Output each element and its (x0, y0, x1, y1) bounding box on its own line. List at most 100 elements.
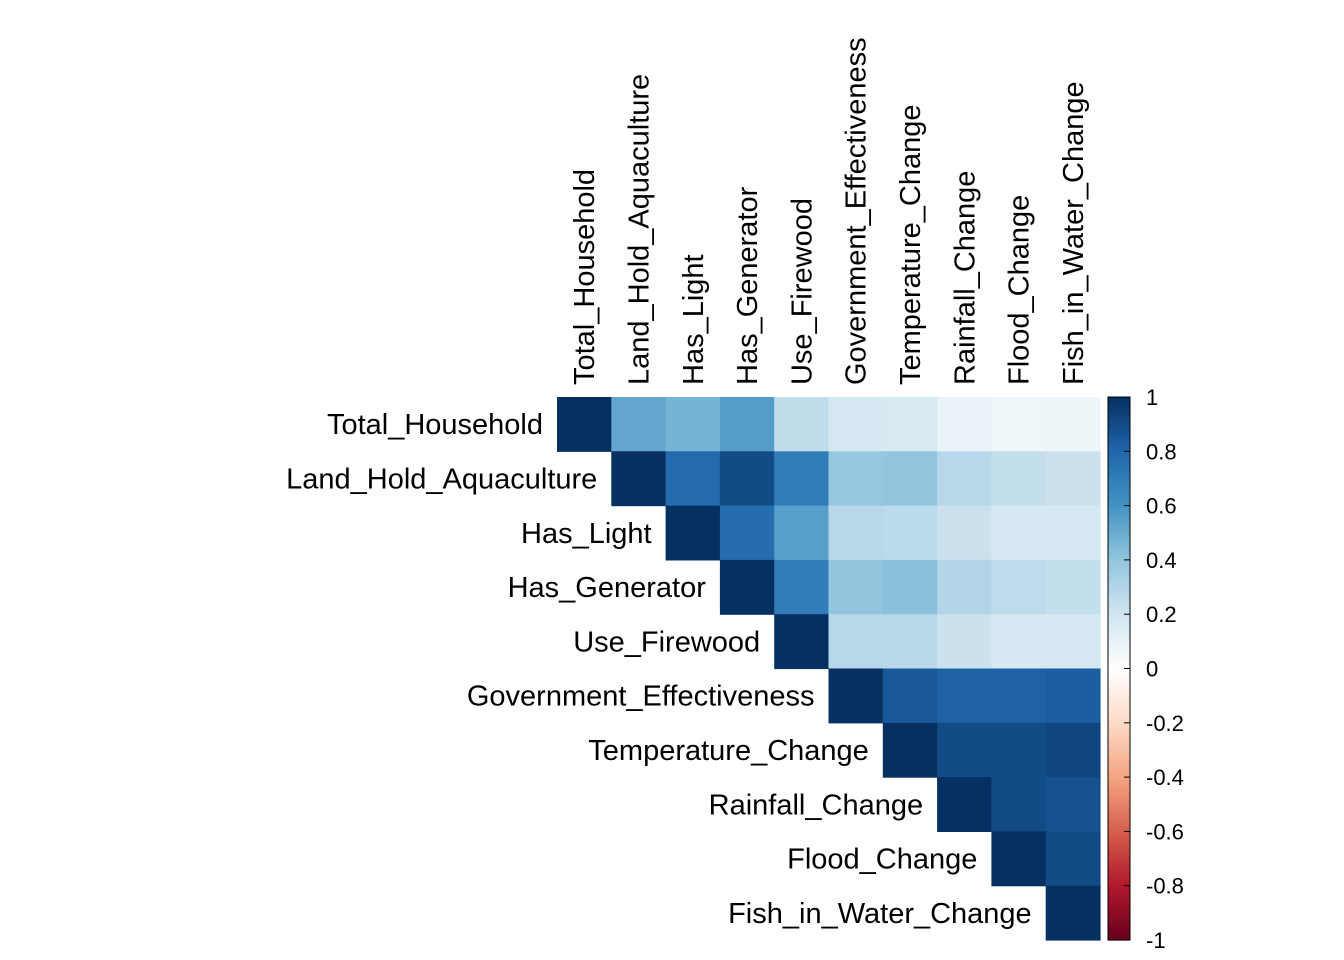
heatmap-cell (774, 614, 830, 670)
colorbar-segment (1108, 728, 1130, 732)
row-label: Government_Effectiveness (467, 681, 815, 713)
row-label: Land_Hold_Aquaculture (286, 463, 597, 495)
colorbar-segment (1108, 676, 1130, 680)
colorbar-segment (1108, 573, 1130, 577)
colorbar-segment (1108, 511, 1130, 515)
colorbar-segment (1108, 540, 1130, 545)
colorbar-segment (1108, 847, 1130, 851)
colorbar-segment (1108, 549, 1130, 553)
colorbar-segment (1108, 445, 1130, 450)
heatmap-cell (882, 505, 938, 561)
colorbar-segment (1108, 508, 1130, 512)
colorbar-segment (1108, 478, 1130, 482)
colorbar-tick-label: 0.2 (1146, 602, 1177, 627)
heatmap-cell (1045, 559, 1101, 615)
heatmap-cell (774, 397, 830, 452)
heatmap-cell (991, 722, 1047, 778)
colorbar-segment (1108, 413, 1130, 417)
colorbar: 1 0.8 0.6 0.4 0.2 0 -0.2 -0.4 -0.6 -0.8 -1 (1107, 385, 1184, 953)
heatmap-cell (611, 397, 667, 452)
colorbar-segment (1108, 443, 1130, 447)
colorbar-tick-label: -0.6 (1146, 819, 1184, 844)
colorbar-segment (1108, 739, 1130, 743)
colorbar-segment (1108, 880, 1130, 884)
heatmap-cell (719, 559, 775, 615)
colorbar-segment (1108, 842, 1130, 846)
colorbar-segment (1108, 600, 1130, 604)
colorbar-segment (1108, 527, 1130, 531)
column-label: Use_Firewood (786, 198, 818, 385)
colorbar-segment (1108, 633, 1130, 637)
colorbar-segment (1108, 910, 1130, 914)
colorbar-segment (1108, 410, 1130, 414)
heatmap-cell (991, 505, 1047, 561)
colorbar-segment (1108, 597, 1130, 602)
colorbar-segment (1108, 785, 1130, 789)
heatmap-cell (1045, 777, 1101, 832)
colorbar-segment (1108, 744, 1130, 748)
colorbar-segment (1108, 584, 1130, 588)
colorbar-segment (1108, 711, 1130, 716)
colorbar-segment (1108, 904, 1130, 909)
heatmap-cell (882, 559, 938, 615)
heatmap-cell (719, 451, 775, 507)
heatmap-cell (1045, 722, 1101, 778)
heatmap-cell (937, 559, 992, 615)
colorbar-segment (1108, 625, 1130, 629)
colorbar-segment (1108, 608, 1130, 613)
heatmap-cell (991, 831, 1047, 887)
colorbar-segment (1108, 500, 1130, 504)
colorbar-segment (1108, 703, 1130, 708)
colorbar-segment (1108, 578, 1130, 583)
colorbar-tick-label: -0.8 (1146, 874, 1184, 899)
colorbar-segment (1108, 858, 1130, 862)
colorbar-segment (1108, 492, 1130, 496)
colorbar-segment (1108, 532, 1130, 537)
colorbar-segment (1108, 872, 1130, 876)
colorbar-segment (1108, 654, 1130, 659)
colorbar-segment (1108, 483, 1130, 488)
colorbar-segment (1108, 793, 1130, 797)
colorbar-segment (1108, 863, 1130, 868)
colorbar-segment (1108, 535, 1130, 539)
colorbar-segment (1108, 454, 1130, 458)
colorbar-segment (1108, 899, 1130, 903)
colorbar-segment (1108, 882, 1130, 887)
heatmap-cell (991, 614, 1047, 670)
colorbar-segment (1108, 866, 1130, 870)
colorbar-segment (1108, 741, 1130, 746)
colorbar-tick-label: 0.4 (1146, 548, 1177, 573)
colorbar-segment (1108, 752, 1130, 756)
colorbar-segment (1108, 641, 1130, 645)
heatmap-cell (882, 614, 938, 670)
colorbar-segment (1108, 918, 1130, 922)
colorbar-segment (1108, 581, 1130, 585)
colorbar-segment (1108, 622, 1130, 626)
colorbar-tick-label: -1 (1146, 928, 1166, 953)
heatmap-cell (937, 614, 992, 670)
colorbar-segment (1108, 405, 1130, 409)
colorbar-segment (1108, 649, 1130, 653)
column-label: Total_Household (569, 169, 601, 385)
colorbar-segment (1108, 809, 1130, 813)
colorbar-segment (1108, 432, 1130, 436)
colorbar-segment (1108, 823, 1130, 827)
column-label: Flood_Change (1004, 195, 1036, 385)
colorbar-segment (1108, 559, 1130, 564)
colorbar-segment (1108, 603, 1130, 607)
colorbar-segment (1108, 825, 1130, 830)
heatmap-cell (774, 451, 830, 507)
heatmap-cell (665, 451, 721, 507)
heatmap-cell (1045, 885, 1101, 941)
colorbar-segment (1108, 587, 1130, 591)
colorbar-segment (1108, 912, 1130, 917)
colorbar-segment (1108, 698, 1130, 702)
heatmap-cell (828, 668, 884, 724)
colorbar-tick-label: 0.8 (1146, 439, 1177, 464)
colorbar-segment (1108, 673, 1130, 678)
colorbar-segment (1108, 399, 1130, 404)
colorbar-segment (1108, 877, 1130, 881)
colorbar-segment (1108, 733, 1130, 737)
colorbar-segment (1108, 730, 1130, 735)
